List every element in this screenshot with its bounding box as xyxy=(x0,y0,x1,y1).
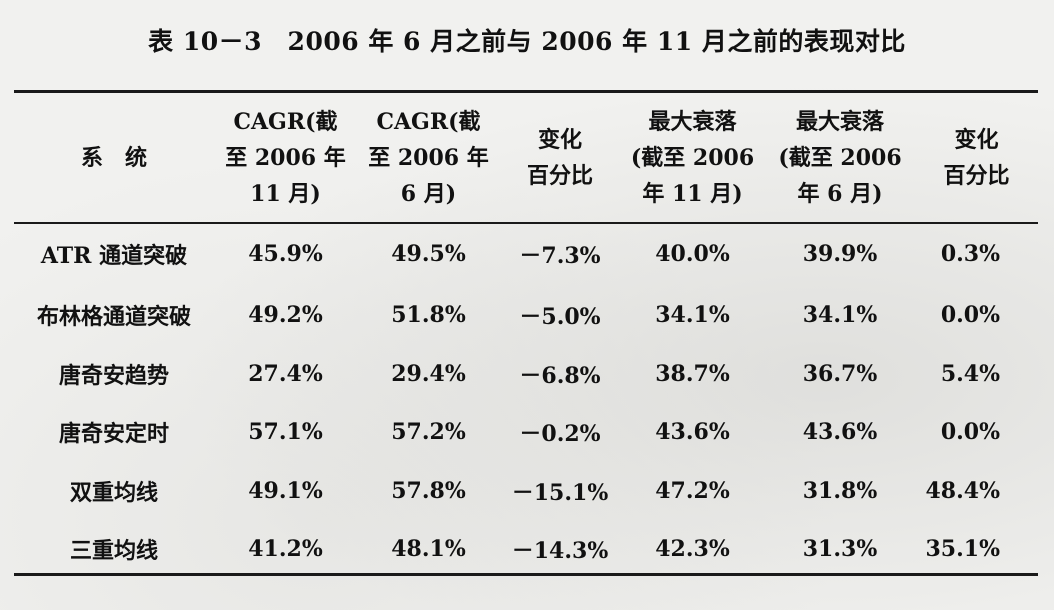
table-cell: 31.3% xyxy=(802,536,878,563)
system-name-cell: 唐奇安趋势 xyxy=(58,362,169,389)
table-cell: 49.5% xyxy=(391,241,466,267)
table-cell: 0.0% xyxy=(940,419,1000,446)
system-name-cell: ATR 通道突破 xyxy=(40,243,188,269)
header-row: 系 统 CAGR(截 至 2006 年 11 月) CAGR(截 至 2006 … xyxy=(14,94,1038,222)
table-cell: －5.0% xyxy=(519,304,601,331)
system-name-cell: 布林格通道突破 xyxy=(36,304,191,331)
table-row: ATR 通道突破 45.9% 49.5% －7.3% 40.0% 39.9% 0… xyxy=(14,222,1038,286)
table-cell: －15.1% xyxy=(511,479,609,506)
table-cell: 40.0% xyxy=(655,241,730,267)
bottom-rule xyxy=(14,573,1038,576)
table-cell: 57.2% xyxy=(391,419,466,446)
table-caption: 表 10－3 2006 年 6 月之前与 2006 年 11 月之前的表现对比 xyxy=(148,27,906,56)
table-row: 唐奇安趋势 27.4% 29.4% －6.8% 38.7% 36.7% 5.4% xyxy=(14,345,1038,404)
table-cell: －0.2% xyxy=(519,421,601,448)
header-rule xyxy=(14,222,1038,224)
table-cell: 0.3% xyxy=(940,241,1000,267)
header-drawdown-jun: 最大衰落 (截至 2006 年 6 月) xyxy=(778,109,902,207)
table-cell: 31.8% xyxy=(802,477,878,504)
header-drawdown-nov: 最大衰落 (截至 2006 年 11 月) xyxy=(630,109,755,207)
table-cell: 42.3% xyxy=(655,536,730,563)
top-rule xyxy=(14,90,1038,93)
table-cell: 0.0% xyxy=(940,302,1000,329)
system-name-cell: 双重均线 xyxy=(69,479,158,506)
performance-table: 系 统 CAGR(截 至 2006 年 11 月) CAGR(截 至 2006 … xyxy=(14,94,1038,579)
table-cell: 43.6% xyxy=(802,419,878,446)
header-cagr-jun: CAGR(截 至 2006 年 6 月) xyxy=(368,109,489,207)
table-cell: 41.2% xyxy=(248,536,323,563)
table-cell: 34.1% xyxy=(802,302,878,329)
header-drawdown-change: 变化 百分比 xyxy=(943,127,1010,189)
table-row: 唐奇安定时 57.1% 57.2% －0.2% 43.6% 43.6% 0.0% xyxy=(14,403,1038,462)
table-cell: 5.4% xyxy=(940,360,1000,387)
header-cagr-nov: CAGR(截 至 2006 年 11 月) xyxy=(225,109,346,207)
table-cell: 27.4% xyxy=(248,360,323,387)
table-cell: 35.1% xyxy=(925,536,1001,563)
table-cell: 57.8% xyxy=(391,477,466,504)
table-cell: －7.3% xyxy=(519,243,601,269)
table-cell: －6.8% xyxy=(519,362,601,389)
table-cell: 48.4% xyxy=(925,477,1001,504)
table-cell: 29.4% xyxy=(391,360,466,387)
table-row: 布林格通道突破 49.2% 51.8% －5.0% 34.1% 34.1% 0.… xyxy=(14,286,1038,345)
table-cell: 34.1% xyxy=(655,302,730,329)
table-cell: 45.9% xyxy=(248,241,323,267)
table-cell: 39.9% xyxy=(802,241,878,267)
system-name-cell: 唐奇安定时 xyxy=(58,421,169,448)
table-cell: 57.1% xyxy=(248,419,323,446)
header-system: 系 统 xyxy=(80,145,147,171)
table-cell: －14.3% xyxy=(511,538,609,565)
table-cell: 43.6% xyxy=(655,419,730,446)
system-name-cell: 三重均线 xyxy=(69,538,158,565)
table-cell: 49.2% xyxy=(248,302,323,329)
table-row: 三重均线 41.2% 48.1% －14.3% 42.3% 31.3% 35.1… xyxy=(14,520,1038,579)
table-cell: 47.2% xyxy=(655,477,730,504)
table-cell: 48.1% xyxy=(391,536,466,563)
table-cell: 38.7% xyxy=(655,360,730,387)
table-row: 双重均线 49.1% 57.8% －15.1% 47.2% 31.8% 48.4… xyxy=(14,462,1038,521)
table-cell: 49.1% xyxy=(248,477,323,504)
table-cell: 36.7% xyxy=(802,360,878,387)
table-cell: 51.8% xyxy=(391,302,466,329)
header-cagr-change: 变化 百分比 xyxy=(526,127,593,189)
